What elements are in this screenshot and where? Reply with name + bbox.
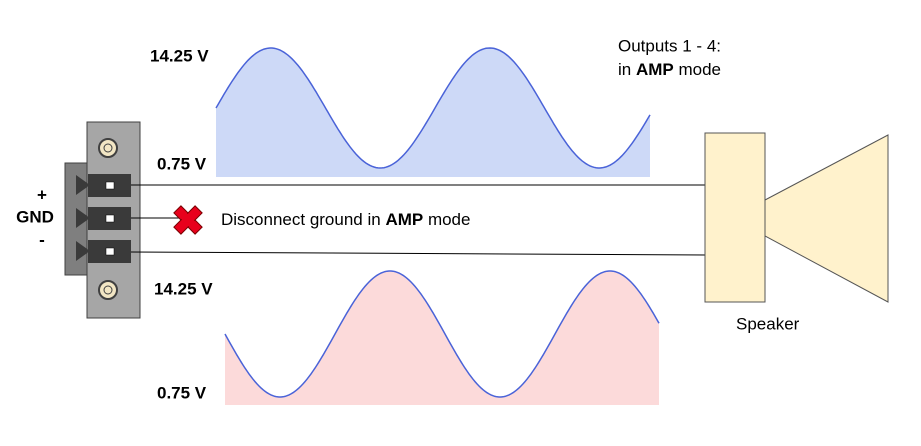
- note-text: in: [618, 60, 636, 79]
- note-text: mode: [423, 210, 470, 229]
- bottom-max-label: 14.25 V: [154, 279, 213, 298]
- top-max-label: 14.25 V: [150, 46, 209, 65]
- speaker-label: Speaker: [736, 314, 800, 333]
- note-text: Disconnect ground in: [221, 210, 385, 229]
- note-text: AMP: [636, 60, 674, 79]
- outputs-note: Outputs 1 - 4:: [618, 36, 721, 55]
- top-wave-line: [215, 47, 651, 169]
- bottom-wave-line: [224, 270, 660, 398]
- disconnect-icon: [173, 205, 203, 235]
- connector: [64, 121, 141, 319]
- pin-label: -: [39, 230, 45, 249]
- disconnect-note: Disconnect ground in AMP mode: [221, 210, 470, 229]
- bottom-wave: [225, 271, 659, 405]
- outputs-note: in AMP mode: [618, 60, 721, 79]
- pin-label: +: [37, 185, 47, 204]
- top-min-label: 0.75 V: [157, 154, 207, 173]
- note-text: AMP: [385, 210, 423, 229]
- bottom-min-label: 0.75 V: [157, 383, 207, 402]
- pin-label: GND: [16, 207, 54, 226]
- note-text: mode: [674, 60, 721, 79]
- wire: [130, 251, 708, 256]
- speaker: [704, 132, 889, 303]
